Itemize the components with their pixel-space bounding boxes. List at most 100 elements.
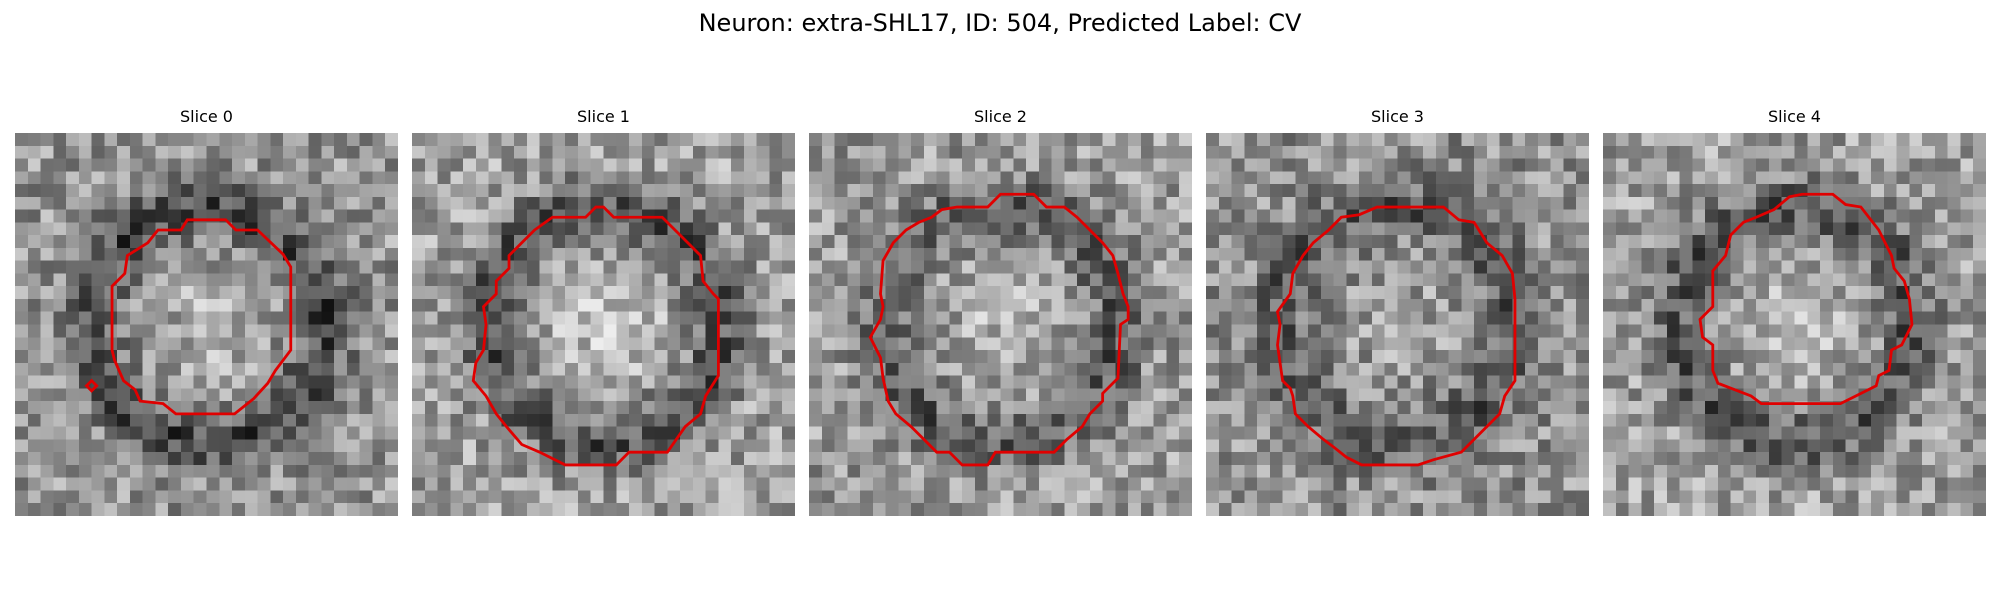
pixel xyxy=(860,503,874,516)
pixel xyxy=(949,337,963,351)
pixel xyxy=(1474,158,1488,172)
pixel xyxy=(488,464,502,478)
pixel xyxy=(1013,247,1027,261)
pixel xyxy=(193,362,207,376)
pixel xyxy=(244,337,258,351)
pixel xyxy=(1423,145,1437,159)
pixel xyxy=(232,286,246,300)
pixel xyxy=(283,235,297,249)
pixel xyxy=(1909,260,1923,274)
pixel xyxy=(1257,286,1271,300)
pixel xyxy=(911,196,925,210)
pixel xyxy=(40,350,54,364)
pixel xyxy=(1206,337,1220,351)
pixel xyxy=(1512,439,1526,453)
pixel xyxy=(1231,273,1245,287)
pixel xyxy=(911,503,925,516)
pixel xyxy=(1140,324,1154,338)
pixel xyxy=(1563,209,1577,223)
pixel xyxy=(1717,490,1731,504)
pixel xyxy=(501,247,515,261)
pixel xyxy=(1960,324,1974,338)
pixel xyxy=(1179,439,1192,453)
pixel xyxy=(385,286,398,300)
pixel xyxy=(66,464,80,478)
pixel xyxy=(66,184,80,198)
pixel xyxy=(1000,158,1014,172)
pixel xyxy=(962,286,976,300)
pixel xyxy=(501,439,515,453)
pixel xyxy=(1064,298,1078,312)
pixel xyxy=(974,235,988,249)
pixel xyxy=(1115,439,1129,453)
pixel xyxy=(1756,311,1770,325)
pixel xyxy=(1781,464,1795,478)
pixel xyxy=(974,477,988,491)
pixel xyxy=(1820,247,1834,261)
pixel xyxy=(1206,171,1220,185)
pixel xyxy=(641,490,655,504)
pixel xyxy=(129,298,143,312)
pixel xyxy=(244,413,258,427)
pixel xyxy=(193,375,207,389)
pixel xyxy=(501,375,515,389)
pixel xyxy=(1641,426,1655,440)
pixel xyxy=(295,222,309,236)
pixel xyxy=(1013,413,1027,427)
pixel xyxy=(834,184,848,198)
pixel xyxy=(949,464,963,478)
pixel xyxy=(1512,490,1526,504)
pixel xyxy=(1922,247,1936,261)
pixel xyxy=(27,222,41,236)
pixel xyxy=(321,247,335,261)
pixel xyxy=(168,209,182,223)
pixel xyxy=(1448,388,1462,402)
pixel xyxy=(1692,477,1706,491)
pixel xyxy=(142,375,156,389)
pixel xyxy=(359,362,373,376)
pixel xyxy=(1794,247,1808,261)
pixel xyxy=(283,184,297,198)
pixel xyxy=(437,490,451,504)
pixel xyxy=(1832,503,1846,516)
pixel xyxy=(616,413,630,427)
pixel xyxy=(834,311,848,325)
pixel xyxy=(1845,247,1859,261)
pixel xyxy=(1038,452,1052,466)
pixel xyxy=(142,286,156,300)
pixel xyxy=(1115,337,1129,351)
pixel xyxy=(1947,171,1961,185)
pixel xyxy=(782,273,795,287)
pixel xyxy=(539,273,553,287)
pixel xyxy=(936,464,950,478)
pixel xyxy=(1603,452,1617,466)
pixel xyxy=(321,464,335,478)
pixel xyxy=(1666,362,1680,376)
pixel xyxy=(1512,209,1526,223)
pixel xyxy=(1320,350,1334,364)
pixel xyxy=(1384,350,1398,364)
pixel xyxy=(1525,247,1539,261)
pixel xyxy=(1730,286,1744,300)
pixel xyxy=(1486,209,1500,223)
pixel xyxy=(577,171,591,185)
pixel xyxy=(257,133,271,147)
pixel xyxy=(809,337,823,351)
pixel xyxy=(1947,324,1961,338)
pixel xyxy=(1077,375,1091,389)
pixel xyxy=(756,247,770,261)
pixel xyxy=(1858,401,1872,415)
pixel xyxy=(27,324,41,338)
pixel xyxy=(898,260,912,274)
pixel xyxy=(283,209,297,223)
pixel xyxy=(1461,350,1475,364)
pixel xyxy=(1537,171,1551,185)
pixel xyxy=(1013,350,1027,364)
pixel xyxy=(1871,439,1885,453)
pixel xyxy=(1845,235,1859,249)
pixel xyxy=(1883,158,1897,172)
pixel xyxy=(1960,235,1974,249)
pixel xyxy=(565,222,579,236)
pixel xyxy=(514,477,528,491)
pixel xyxy=(129,196,143,210)
